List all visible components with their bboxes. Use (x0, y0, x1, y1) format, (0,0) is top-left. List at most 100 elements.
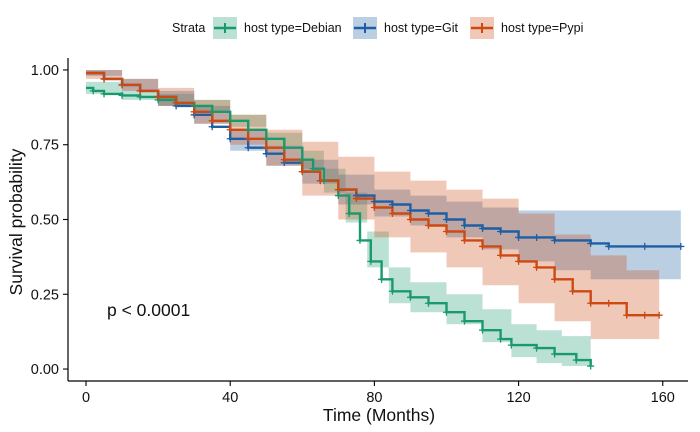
censor-mark (262, 150, 270, 158)
censor-mark (551, 350, 559, 358)
censor-mark (208, 108, 216, 116)
censor-mark (587, 362, 595, 370)
censor-mark (352, 195, 360, 203)
censor-mark (226, 126, 234, 134)
x-tick-label: 80 (366, 390, 382, 406)
censor-mark (424, 299, 432, 307)
censor-mark (479, 242, 487, 250)
censor-mark (406, 293, 414, 301)
censor-mark (280, 144, 288, 152)
censor-mark (388, 287, 396, 295)
censor-mark (370, 204, 378, 212)
censor-mark (118, 91, 126, 99)
censor-mark (442, 227, 450, 235)
censor-mark (461, 236, 469, 244)
censor-mark (208, 117, 216, 125)
censor-mark (587, 299, 595, 307)
censor-mark (244, 135, 252, 143)
censor-mark (533, 263, 541, 271)
censor-mark (136, 93, 144, 101)
legend-label-debian: host type=Debian (244, 21, 342, 35)
y-ticks: 0.00 0.25 0.50 0.75 1.00 (31, 63, 68, 378)
censor-mark (370, 198, 378, 206)
censor-marks-pypi (100, 75, 663, 319)
y-tick-label: 1.00 (31, 63, 59, 79)
censor-mark (424, 210, 432, 218)
censor-mark (587, 239, 595, 247)
censor-mark (190, 102, 198, 110)
censor-mark (316, 177, 324, 185)
censor-mark (136, 87, 144, 95)
censor-mark (280, 156, 288, 164)
legend: Strata host type=Debian host type=Git host… (172, 17, 583, 39)
censor-mark (388, 210, 396, 218)
censor-mark (345, 210, 353, 218)
censor-mark (551, 236, 559, 244)
x-tick-label: 160 (651, 390, 675, 406)
censor-mark (515, 257, 523, 265)
censor-mark (641, 311, 649, 319)
x-tick-label: 40 (222, 390, 238, 406)
legend-label-pypi: host type=Pypi (501, 21, 583, 35)
censor-mark (424, 221, 432, 229)
x-ticks: 0 40 80 120 160 (82, 381, 675, 406)
censor-mark (298, 168, 306, 176)
censor-mark (497, 335, 505, 343)
censor-mark (226, 135, 234, 143)
censor-mark (406, 216, 414, 223)
censor-mark (154, 93, 162, 101)
ci-band-debian (86, 81, 591, 370)
censor-mark (244, 144, 252, 152)
censor-mark (551, 275, 559, 283)
censor-mark (226, 117, 234, 125)
y-axis-title: Survival probability (6, 148, 26, 295)
y-tick-label: 0.75 (31, 138, 59, 154)
censor-mark (677, 242, 685, 250)
censor-mark (262, 135, 270, 143)
censor-mark (118, 81, 126, 89)
confidence-bands (86, 70, 681, 370)
censor-mark (208, 123, 216, 131)
censor-mark (244, 126, 252, 134)
ci-band-pypi (86, 70, 660, 340)
censor-mark (406, 207, 414, 215)
censor-mark (298, 156, 306, 164)
censor-mark (497, 251, 505, 259)
censor-mark (572, 356, 580, 364)
x-axis-title: Time (Months) (323, 405, 435, 425)
censor-mark (100, 90, 108, 98)
censor-mark (100, 75, 108, 83)
censor-mark (461, 221, 469, 229)
censor-mark (605, 242, 613, 250)
p-value-annotation: p < 0.0001 (107, 300, 190, 320)
censor-mark (190, 108, 198, 116)
legend-title: Strata (172, 21, 205, 35)
censor-mark (533, 233, 541, 241)
censor-mark (605, 299, 613, 307)
censor-mark (515, 233, 523, 241)
legend-key-debian (213, 17, 237, 39)
censor-mark (655, 311, 663, 319)
censor-mark (461, 317, 469, 325)
censor-mark (89, 87, 97, 95)
censor-mark (378, 275, 386, 283)
ci-band-git (86, 70, 681, 280)
censor-mark (623, 311, 631, 319)
y-tick-label: 0.50 (31, 213, 59, 229)
censor-mark (262, 144, 270, 152)
legend-label-git: host type=Git (384, 21, 459, 35)
censor-mark (334, 192, 342, 200)
censor-mark (172, 99, 180, 107)
censor-mark (479, 326, 487, 334)
censor-mark (309, 165, 317, 173)
censor-mark (334, 186, 342, 194)
censor-mark (641, 242, 649, 250)
censor-mark (497, 227, 505, 235)
censor-mark (442, 308, 450, 316)
censor-mark (442, 216, 450, 223)
y-tick-label: 0.25 (31, 287, 59, 303)
x-tick-label: 0 (82, 390, 90, 406)
x-tick-label: 120 (506, 390, 530, 406)
censor-mark (533, 344, 541, 352)
